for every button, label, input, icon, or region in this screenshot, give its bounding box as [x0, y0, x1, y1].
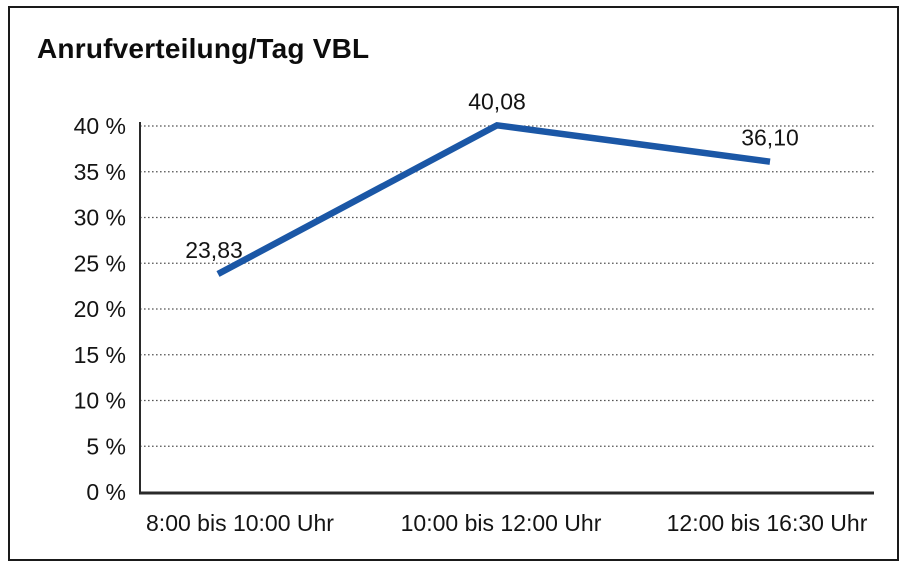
data-label: 36,10: [741, 125, 799, 151]
x-tick-label: 8:00 bis 10:00 Uhr: [146, 510, 334, 536]
y-tick-label: 15 %: [74, 342, 126, 368]
y-tick-label: 0 %: [86, 479, 126, 505]
chart-frame: [8, 6, 899, 561]
data-label: 23,83: [185, 237, 243, 263]
x-tick-label: 10:00 bis 12:00 Uhr: [401, 510, 602, 536]
y-tick-label: 25 %: [74, 250, 126, 276]
y-tick-label: 30 %: [74, 205, 126, 231]
data-label: 40,08: [468, 88, 526, 114]
data-line: [216, 121, 771, 277]
y-tick-label: 5 %: [86, 433, 126, 459]
y-tick-label: 35 %: [74, 159, 126, 185]
y-tick-label: 40 %: [74, 113, 126, 139]
y-tick-label: 10 %: [74, 388, 126, 414]
x-tick-label: 12:00 bis 16:30 Uhr: [667, 510, 868, 536]
y-tick-label: 20 %: [74, 296, 126, 322]
chart-title: Anrufverteilung/Tag VBL: [37, 33, 370, 64]
